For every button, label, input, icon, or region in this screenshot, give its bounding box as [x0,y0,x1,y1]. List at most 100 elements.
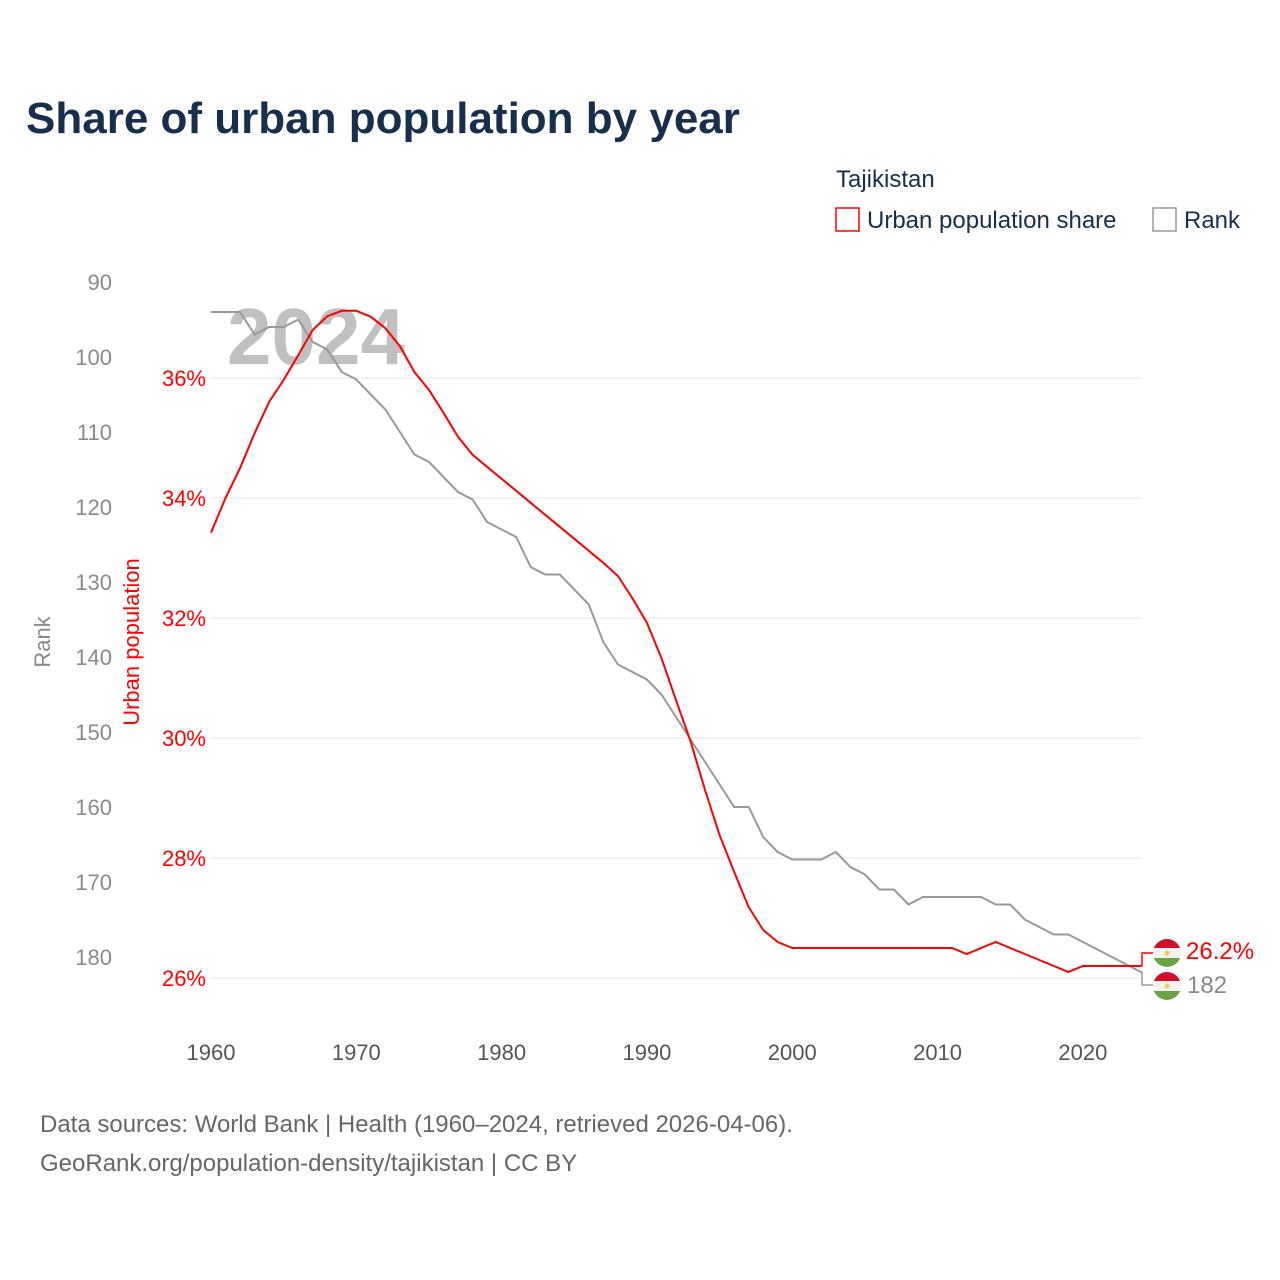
urban-point [573,538,575,540]
rank-end-label: 182 [1187,972,1227,999]
rank-point [733,806,735,808]
urban-point [922,947,924,949]
rank-point [486,521,488,523]
rank-tick-label: 180 [75,945,112,970]
rank-point [413,454,415,456]
rank-point [530,566,532,568]
rank-point [588,604,590,606]
urban-point [588,550,590,552]
rank-tick-label: 160 [75,795,112,820]
rank-tick-label: 150 [75,720,112,745]
urban-point [1053,965,1055,967]
rank-point [893,889,895,891]
urban-point [254,432,256,434]
pct-tick-label: 30% [162,726,206,751]
urban-point [1082,965,1084,967]
pct-tick-label: 32% [162,606,206,631]
urban-point [326,315,328,317]
rank-point [210,311,212,313]
urban-point [370,316,372,318]
flag-icon [1153,972,1181,1000]
year-axis-ticks: 1960 1970 1980 1990 2000 2010 2020 [187,1040,1108,1065]
rank-point [326,349,328,351]
urban-point [1009,947,1011,949]
legend: Tajikistan Urban population share Rank [835,166,1241,234]
data-points [210,310,1142,973]
urban-point [675,699,677,701]
rank-point [297,319,299,321]
rank-point [384,409,386,411]
rank-point [748,806,750,808]
gridlines [211,377,1141,979]
year-tick-label: 1990 [622,1040,671,1065]
rank-point [791,859,793,861]
legend-item-urban[interactable]: Urban population share [835,207,1117,234]
urban-point [283,379,285,381]
rank-point [1009,904,1011,906]
pct-tick-label: 36% [162,366,206,391]
urban-point [966,953,968,955]
urban-point [297,354,299,356]
rank-axis-title: Rank [30,615,55,667]
urban-point [210,532,212,534]
urban-point [777,941,779,943]
urban-axis-title: Urban population [119,558,144,726]
rank-point [995,904,997,906]
urban-point [980,947,982,949]
rank-point [646,679,648,681]
urban-end-connector [1141,952,1153,967]
year-watermark: 2024 [227,292,405,381]
year-tick-label: 1970 [332,1040,381,1065]
rank-point [966,896,968,898]
urban-point [908,947,910,949]
urban-point [341,310,343,312]
urban-point [1038,959,1040,961]
legend-swatch-rank [1152,207,1177,232]
urban-point [530,502,532,504]
urban-point [413,371,415,373]
rank-point [1053,934,1055,936]
urban-point [559,526,561,528]
urban-point [995,941,997,943]
urban-point [355,310,357,312]
rank-point [312,341,314,343]
urban-point [791,947,793,949]
urban-point [602,562,604,564]
rank-point [922,896,924,898]
rank-point [283,326,285,328]
legend-label-urban: Urban population share [867,207,1117,234]
pct-tick-label: 26% [162,966,206,991]
rank-line [211,311,1142,973]
rank-point [428,461,430,463]
rank-point [908,904,910,906]
rank-point [1067,934,1069,936]
rank-tick-label: 100 [75,345,112,370]
urban-line [210,309,1141,974]
rank-tick-label: 90 [88,270,112,295]
urban-point [660,657,662,659]
urban-point [646,622,648,624]
flag-icon [1153,939,1181,967]
rank-point [820,859,822,861]
urban-point [1111,965,1113,967]
urban-end-label: 26.2% [1186,938,1254,965]
rank-point [341,371,343,373]
urban-point [1096,965,1098,967]
rank-point [1024,919,1026,921]
urban-point [835,947,837,949]
year-tick-label: 2000 [768,1040,817,1065]
rank-point [1096,949,1098,951]
urban-point [937,947,939,949]
rank-point [937,896,939,898]
year-tick-label: 1960 [187,1040,236,1065]
urban-point [864,947,866,949]
urban-point [443,412,445,414]
legend-item-rank[interactable]: Rank [1152,207,1241,234]
urban-point [1067,971,1069,973]
footer-link[interactable]: GeoRank.org/population-density/tajikista… [40,1150,577,1177]
rank-point [544,574,546,576]
legend-title: Tajikistan [836,166,935,193]
urban-point [617,575,619,577]
urban-point [719,834,721,836]
